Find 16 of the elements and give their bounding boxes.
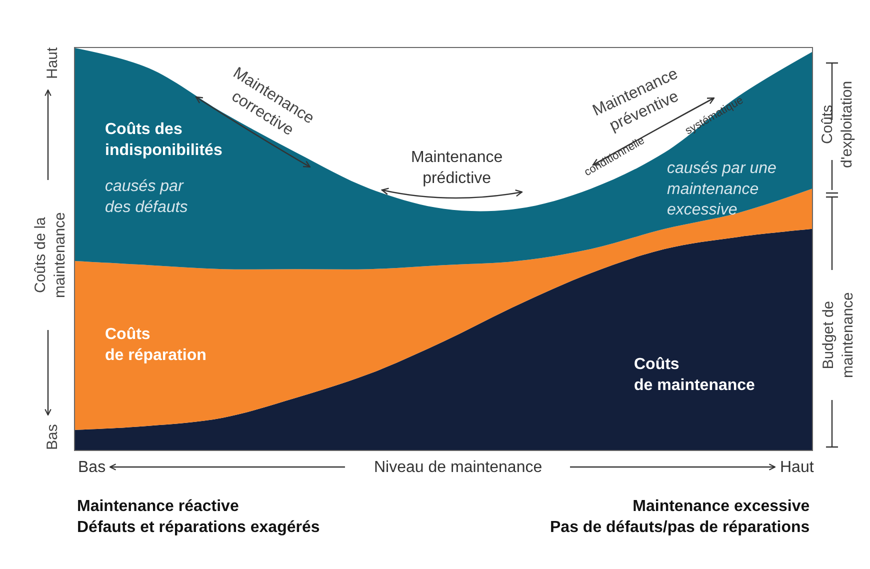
annotation: causés par des défauts <box>105 178 188 216</box>
text: Maintenance excessive Pas de défauts/pas de réparations <box>550 498 810 536</box>
annotation: Maintenance prédictive <box>411 149 503 187</box>
text: Bas <box>44 424 61 450</box>
text: Maintenance réactive Défauts et réparations exagérés <box>77 498 320 536</box>
annotation: causés par une maintenance excessive <box>667 160 777 219</box>
text: Haut <box>44 46 61 79</box>
text: Haut <box>780 459 814 476</box>
x-axis-title: Niveau de maintenance <box>374 459 542 476</box>
series-label: Coûts de maintenance <box>634 356 756 394</box>
y-axis-title: Coûts de la maintenance <box>32 212 68 298</box>
text: Budget de maintenance <box>820 292 856 378</box>
text: Bas <box>78 459 106 476</box>
series-label: Coûts des indisponibilités <box>105 121 222 159</box>
text: Coûts d'exploitation <box>819 80 856 168</box>
series-label: Coûts de réparation <box>105 326 206 364</box>
